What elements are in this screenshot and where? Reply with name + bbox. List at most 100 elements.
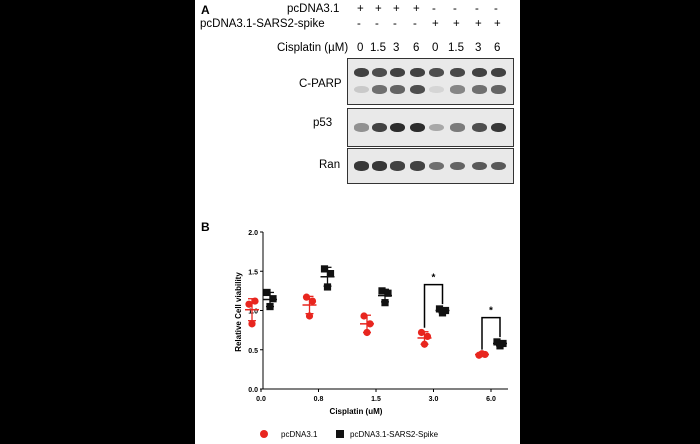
blot-band xyxy=(428,123,444,132)
y-tick-label: 2.0 xyxy=(248,230,258,237)
dose-label: 0 xyxy=(357,42,364,54)
blot-band xyxy=(389,122,405,133)
blot-band xyxy=(449,85,465,94)
treatment-mark: - xyxy=(494,3,498,15)
blot-band xyxy=(449,67,465,78)
significance-bracket xyxy=(423,283,444,328)
y-axis-label: Relative Cell viability xyxy=(234,272,243,352)
x-tick-label: 0.8 xyxy=(314,396,324,403)
blot-band xyxy=(471,85,487,94)
data-point xyxy=(435,305,444,313)
data-point xyxy=(302,293,311,301)
blot-band xyxy=(490,122,506,133)
cisplatin-label: Cisplatin (µM) xyxy=(277,42,349,54)
blot-band xyxy=(409,122,425,133)
blot-band xyxy=(449,123,465,132)
viability-chart: Relative Cell viability Cisplatin (uM) p… xyxy=(234,230,508,439)
y-tick-label: 0.0 xyxy=(248,387,258,394)
data-point xyxy=(323,283,332,291)
treatment-mark: + xyxy=(494,18,501,30)
data-point xyxy=(493,338,501,346)
blot-band xyxy=(471,122,487,133)
data-point xyxy=(269,295,277,303)
blot-band xyxy=(490,67,506,78)
row-label-spike: pcDNA3.1-SARS2-spike xyxy=(200,18,325,30)
treatment-mark: - xyxy=(413,18,417,30)
treatment-mark: + xyxy=(413,3,420,15)
blot-band xyxy=(353,67,369,78)
significance-star: * xyxy=(489,306,493,317)
blot-band xyxy=(389,161,405,171)
dose-label: 1.5 xyxy=(448,42,464,54)
x-axis-label: Cisplatin (uM) xyxy=(330,407,383,416)
legend-marker-pcdna xyxy=(260,430,268,438)
blot-band xyxy=(471,161,487,171)
treatment-mark: - xyxy=(375,18,379,30)
treatment-mark: + xyxy=(432,18,439,30)
data-point xyxy=(417,328,426,337)
data-point xyxy=(308,297,317,305)
data-point xyxy=(423,332,432,341)
blot-label-p53: p53 xyxy=(313,117,333,129)
data-point xyxy=(326,270,335,278)
blot-band xyxy=(371,161,387,171)
blot-band xyxy=(490,85,506,94)
data-point xyxy=(378,287,386,295)
x-tick-label: 1.5 xyxy=(371,396,381,403)
data-point xyxy=(366,320,374,328)
blot-band xyxy=(471,67,487,78)
legend-label-spike: pcDNA3.1-SARS2-Spike xyxy=(350,430,439,439)
data-point xyxy=(420,340,429,348)
data-point xyxy=(266,302,274,311)
treatment-mark: - xyxy=(475,3,479,15)
y-tick-label: 1.5 xyxy=(248,269,258,276)
legend-marker-spike xyxy=(336,430,344,438)
panel-a-letter: A xyxy=(201,3,210,17)
dose-label: 0 xyxy=(432,42,439,54)
blot-band xyxy=(409,161,425,171)
data-point xyxy=(263,288,271,297)
y-tick-label: 0.5 xyxy=(248,348,258,355)
blot-band xyxy=(371,122,387,133)
data-point xyxy=(360,312,368,320)
blot-band xyxy=(371,67,387,78)
treatment-mark: - xyxy=(432,3,436,15)
data-point xyxy=(363,328,371,337)
blot-band xyxy=(389,67,405,78)
data-point xyxy=(438,309,447,317)
x-tick-label: 0.0 xyxy=(256,396,266,403)
dose-label: 3 xyxy=(393,42,400,54)
y-tick-label: 1.0 xyxy=(248,309,258,316)
treatment-mark: + xyxy=(375,3,382,15)
blot-band xyxy=(353,85,369,94)
blot-band xyxy=(409,67,425,78)
blot-band xyxy=(428,85,444,94)
treatment-mark: + xyxy=(357,3,364,15)
dose-label: 3 xyxy=(475,42,482,54)
treatment-mark: + xyxy=(475,18,482,30)
data-point xyxy=(251,297,259,305)
blot-band xyxy=(353,123,369,132)
blot-p53 xyxy=(347,108,514,147)
blot-band xyxy=(389,85,405,94)
data-point xyxy=(478,350,486,358)
blot-band xyxy=(409,85,425,95)
blot-band xyxy=(428,161,444,171)
blot-ran xyxy=(347,148,514,184)
blot-band xyxy=(428,67,444,78)
data-point xyxy=(384,289,392,297)
blot-cparp xyxy=(347,58,514,105)
blot-band xyxy=(371,85,387,94)
dose-label: 6 xyxy=(494,42,501,54)
data-point xyxy=(248,320,256,328)
figure-panel: A pcDNA3.1 pcDNA3.1-SARS2-spike + + + + - - - -… xyxy=(195,0,520,444)
data-point xyxy=(381,299,389,307)
treatment-mark: + xyxy=(393,3,400,15)
blot-band xyxy=(490,161,506,171)
data-point xyxy=(305,312,314,320)
x-tick-label: 6.0 xyxy=(486,396,496,403)
legend-label-pcdna: pcDNA3.1 xyxy=(281,430,318,439)
significance-bracket xyxy=(481,316,501,350)
blot-label-cparp: C-PARP xyxy=(299,78,342,90)
blot-band xyxy=(353,161,369,171)
